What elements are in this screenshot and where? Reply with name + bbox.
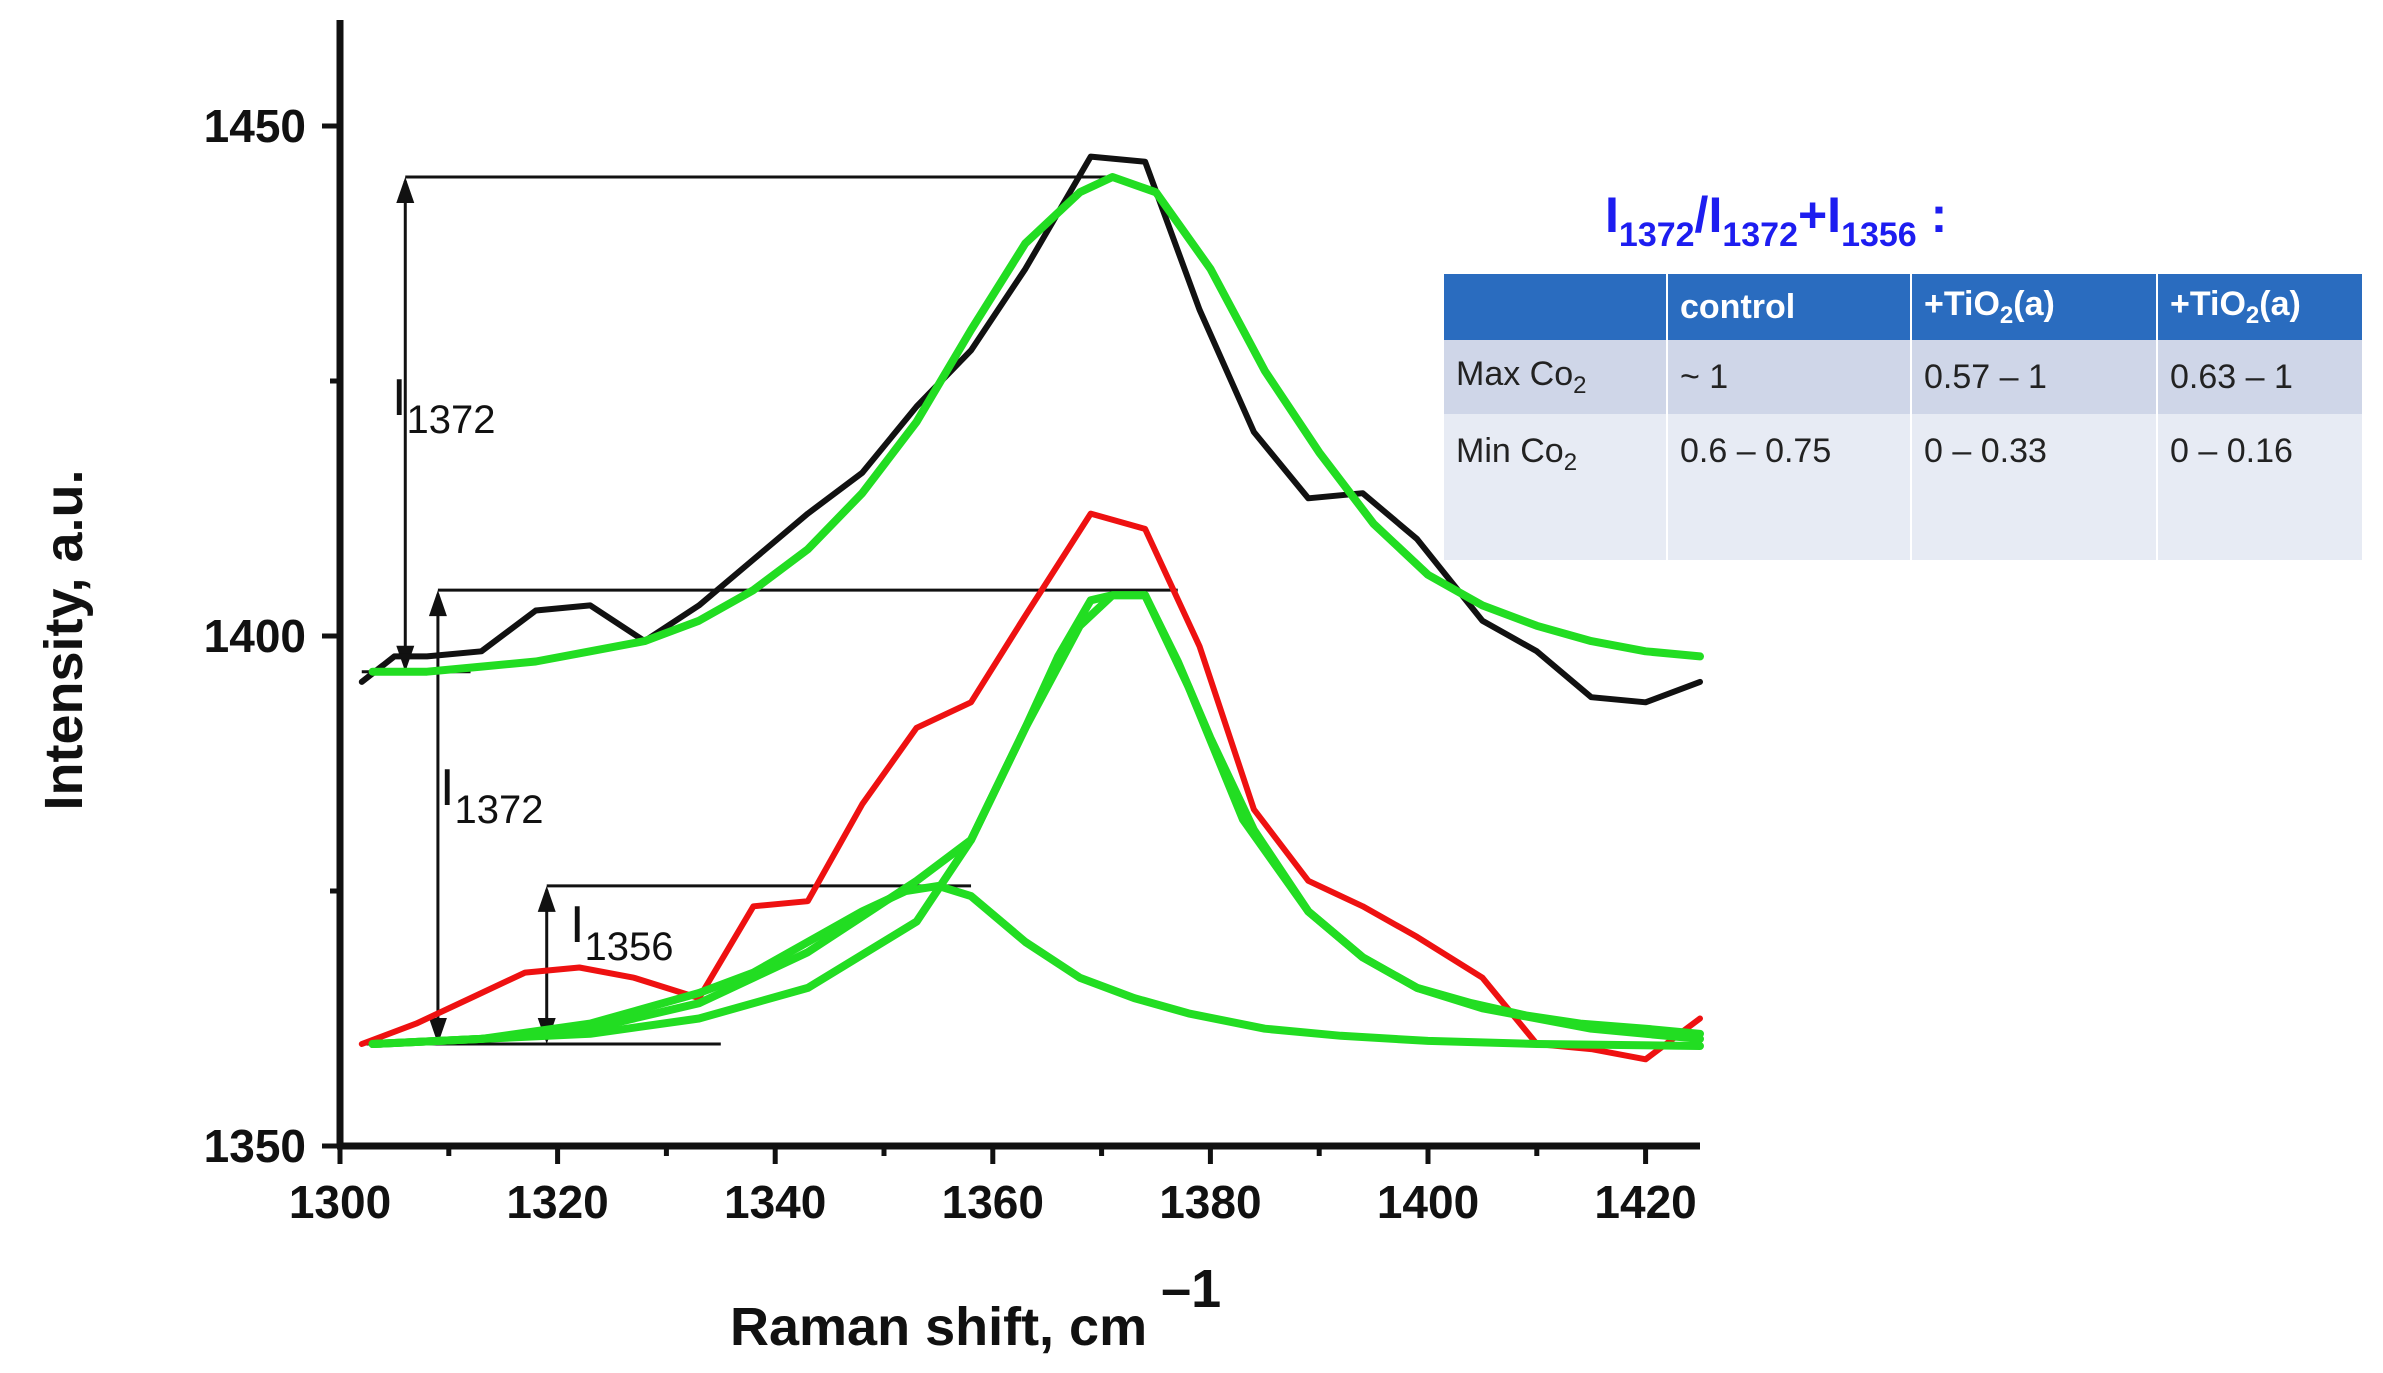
x-tick-label: 1320 xyxy=(506,1176,608,1228)
table-cell: 0.6 – 0.75 xyxy=(1667,414,1912,560)
label-i1372-upper: I1372 xyxy=(392,369,495,442)
header-cell-control: control xyxy=(1667,274,1912,340)
series-line-1 xyxy=(368,173,1704,676)
ratio-table-header: control +TiO2(a) +TiO2(a) xyxy=(1444,274,2364,340)
x-axis-title: Raman shift, cm–1 xyxy=(730,1259,1221,1357)
x-tick-label: 1340 xyxy=(724,1176,826,1228)
x-tick-label: 1380 xyxy=(1159,1176,1261,1228)
arrow-lower-large-head-down xyxy=(428,1018,447,1044)
header-cell-tio2-b: +TiO2(a) xyxy=(2157,274,2364,340)
table-cell: 0.57 – 1 xyxy=(1911,340,2158,414)
row-label: Min Co2 xyxy=(1444,414,1668,560)
label-i1356: I1356 xyxy=(570,896,673,969)
series-layer xyxy=(358,153,1704,1063)
table-cell: 0.63 – 1 xyxy=(2157,340,2364,414)
x-tick-label: 1360 xyxy=(942,1176,1044,1228)
table-row-max-co2: Max Co2 ~ 1 0.57 – 1 0.63 – 1 xyxy=(1444,340,2364,414)
series-line-4 xyxy=(368,881,1704,1050)
row-label: Max Co2 xyxy=(1444,340,1668,414)
x-axis-title-sup: –1 xyxy=(1161,1259,1221,1319)
axes: 1350 1400 1450 1300 1320 1340 1360 1380 1400 1420 xyxy=(204,20,1700,1228)
table-cell: ~ 1 xyxy=(1667,340,1912,414)
table-row-min-co2: Min Co2 0.6 – 0.75 0 – 0.33 0 – 0.16 xyxy=(1444,414,2364,560)
y-axis-title: Intensity, a.u. xyxy=(34,469,94,810)
series-line-5 xyxy=(368,591,1704,1048)
annotation-guides: I1372 I1372 I1356 xyxy=(361,175,1178,1046)
x-tick-label: 1300 xyxy=(289,1176,391,1228)
arrow-upper-head-up xyxy=(396,177,415,203)
y-tick-label: 1400 xyxy=(204,610,306,662)
table-cell: 0 – 0.16 xyxy=(2157,414,2364,560)
table-cell: 0 – 0.33 xyxy=(1911,414,2158,560)
series-line-2 xyxy=(358,510,1703,1063)
y-tick-label: 1450 xyxy=(204,100,306,152)
ratio-table: control +TiO2(a) +TiO2(a) Max Co2 ~ 1 0.… xyxy=(1444,274,2364,560)
x-tick-label: 1400 xyxy=(1377,1176,1479,1228)
ratio-title: I1372/I1372+I1356 : xyxy=(1605,187,1947,254)
series-line-3 xyxy=(368,591,1704,1048)
header-cell-tio2-a: +TiO2(a) xyxy=(1911,274,2158,340)
arrow-lower-small-head-up xyxy=(537,885,556,912)
header-cell-empty xyxy=(1444,274,1668,340)
series-line-0 xyxy=(358,153,1703,706)
label-i1372-lower: I1372 xyxy=(440,759,543,832)
x-tick-label: 1420 xyxy=(1594,1176,1696,1228)
arrow-lower-large-head-up xyxy=(428,590,447,617)
y-tick-label: 1350 xyxy=(204,1120,306,1172)
